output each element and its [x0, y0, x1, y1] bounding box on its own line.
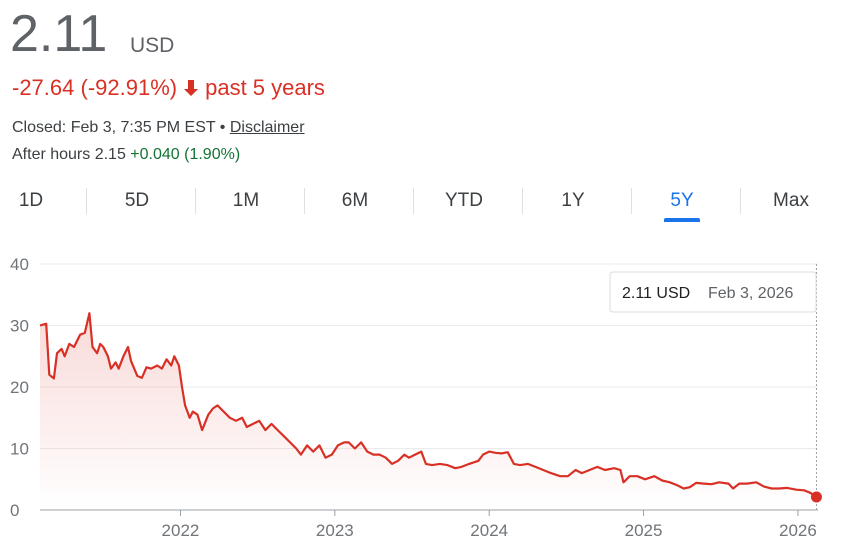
- area-fill: [40, 313, 817, 510]
- range-tab[interactable]: 5D: [124, 190, 150, 211]
- range-tab[interactable]: 1M: [232, 190, 260, 211]
- y-tick-label: 10: [10, 440, 29, 459]
- currency: USD: [130, 34, 175, 57]
- tooltip-value: 2.11 USD: [622, 285, 690, 302]
- tab-divider: [304, 188, 305, 214]
- tab-divider: [740, 188, 741, 214]
- tooltip-date: Feb 3, 2026: [708, 285, 794, 302]
- period: past 5 years: [205, 75, 325, 100]
- y-tick-label: 40: [10, 255, 29, 274]
- change-row: -27.64 (-92.91%) past 5 years: [12, 75, 325, 101]
- tab-underline: [664, 218, 700, 222]
- closed: Closed: Feb 3, 7:35 PM EST •: [12, 119, 226, 136]
- x-tick-label: 2026: [779, 521, 817, 540]
- after-hours-change: +0.040 (1.90%): [130, 146, 241, 163]
- x-tick-label: 2025: [625, 521, 663, 540]
- price-line: [39, 312, 818, 498]
- range-tab[interactable]: Max: [773, 190, 809, 211]
- range-tab[interactable]: 1D: [18, 190, 44, 211]
- y-tick-label: 0: [10, 501, 19, 520]
- y-tick-label: 20: [10, 378, 29, 397]
- tooltip-box: [609, 271, 817, 313]
- change: -27.64 (-92.91%): [12, 75, 178, 100]
- tab-divider: [86, 188, 87, 214]
- disclaimer-link[interactable]: Disclaimer: [229, 119, 305, 136]
- down-arrow: [184, 80, 199, 96]
- after-hours: After hours 2.15: [12, 146, 126, 163]
- range-tab[interactable]: YTD: [445, 190, 483, 211]
- tab-divider: [195, 188, 196, 214]
- tab-divider: [522, 188, 523, 214]
- y-tick-label: 30: [10, 317, 29, 336]
- x-tick-label: 2022: [162, 521, 200, 540]
- price: 2.11: [10, 5, 108, 63]
- end-point: [810, 491, 822, 503]
- x-tick-label: 2024: [470, 521, 508, 540]
- range-tab[interactable]: 6M: [341, 190, 369, 211]
- range-tabs: 1D 5D 1M 6M YTD 1Y 5Y Max: [0, 182, 851, 224]
- after-hours-row: After hours 2.15 +0.040 (1.90%): [12, 146, 240, 164]
- tooltip: 2.11 USD Feb 3, 2026: [609, 271, 817, 313]
- range-tab[interactable]: 5Y: [670, 190, 694, 211]
- tab-divider: [631, 188, 632, 214]
- closed-row: Closed: Feb 3, 7:35 PM EST • Disclaimer: [12, 119, 305, 137]
- tab-divider: [413, 188, 414, 214]
- x-tick-label: 2023: [316, 521, 354, 540]
- range-tab[interactable]: 1Y: [561, 190, 585, 211]
